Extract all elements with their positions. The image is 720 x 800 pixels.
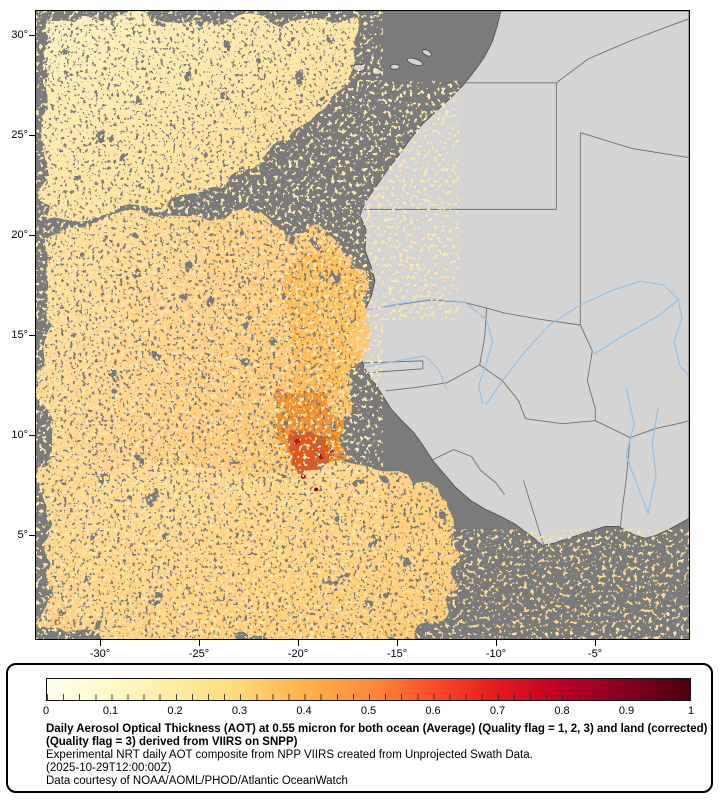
longitude-tick-mark bbox=[496, 640, 497, 646]
latitude-tick-label: 5° bbox=[17, 529, 28, 541]
legend-courtesy: Data courtesy of NOAA/AOML/PHOD/Atlantic… bbox=[46, 774, 348, 787]
colorbar-value-label: 1 bbox=[687, 705, 695, 717]
legend-caption: Daily Aerosol Optical Thickness (AOT) at… bbox=[46, 723, 708, 788]
longitude-tick-mark bbox=[595, 640, 596, 646]
colorbar-value-label: 0.6 bbox=[425, 705, 441, 717]
legend-panel: 0 0.1 0.2 0.3 0.4 0.5 0.6 0.7 0.8 0.9 1 Daily Aero… bbox=[6, 663, 713, 793]
colorbar bbox=[46, 678, 691, 701]
longitude-tick-label: -5° bbox=[587, 648, 603, 660]
longitude-tick-label: -10° bbox=[485, 648, 507, 660]
legend-timestamp: (2025-10-29T12:00:00Z) bbox=[46, 761, 172, 774]
longitude-tick-label: -20° bbox=[287, 648, 309, 660]
map-graphic bbox=[36, 11, 689, 639]
longitude-tick-label: -30° bbox=[89, 648, 111, 660]
longitude-tick-mark bbox=[397, 640, 398, 646]
latitude-tick-label: 20° bbox=[11, 229, 28, 241]
longitude-tick-label: -25° bbox=[188, 648, 210, 660]
rivers bbox=[364, 280, 689, 514]
longitude-tick-mark bbox=[199, 640, 200, 646]
country-borders bbox=[362, 18, 689, 545]
colorbar-value-label: 0.9 bbox=[618, 705, 635, 717]
colorbar-value-label: 0.7 bbox=[489, 705, 506, 717]
colorbar-value-label: 0.4 bbox=[296, 705, 312, 717]
colorbar-value-label: 0.2 bbox=[167, 705, 183, 717]
aot-data-sparse bbox=[36, 11, 689, 639]
latitude-tick-label: 15° bbox=[11, 329, 28, 341]
map-plot-area bbox=[35, 10, 690, 640]
longitude-tick-label: -15° bbox=[386, 648, 408, 660]
longitude-tick-mark bbox=[298, 640, 299, 646]
longitude-tick-mark bbox=[100, 640, 101, 646]
latitude-tick-label: 25° bbox=[11, 129, 28, 141]
legend-title: Daily Aerosol Optical Thickness (AOT) at… bbox=[46, 723, 708, 748]
latitude-tick-label: 30° bbox=[11, 29, 28, 41]
legend-subtitle: Experimental NRT daily AOT composite fro… bbox=[46, 748, 533, 761]
colorbar-value-label: 0.8 bbox=[554, 705, 570, 717]
colorbar-value-label: 0.3 bbox=[231, 705, 248, 717]
colorbar-value-label: 0.5 bbox=[360, 705, 377, 717]
colorbar-value-label: 0.1 bbox=[102, 705, 119, 717]
colorbar-value-label: 0 bbox=[42, 705, 50, 717]
colorbar-tick-comb bbox=[47, 694, 690, 700]
latitude-tick-label: 10° bbox=[11, 429, 28, 441]
